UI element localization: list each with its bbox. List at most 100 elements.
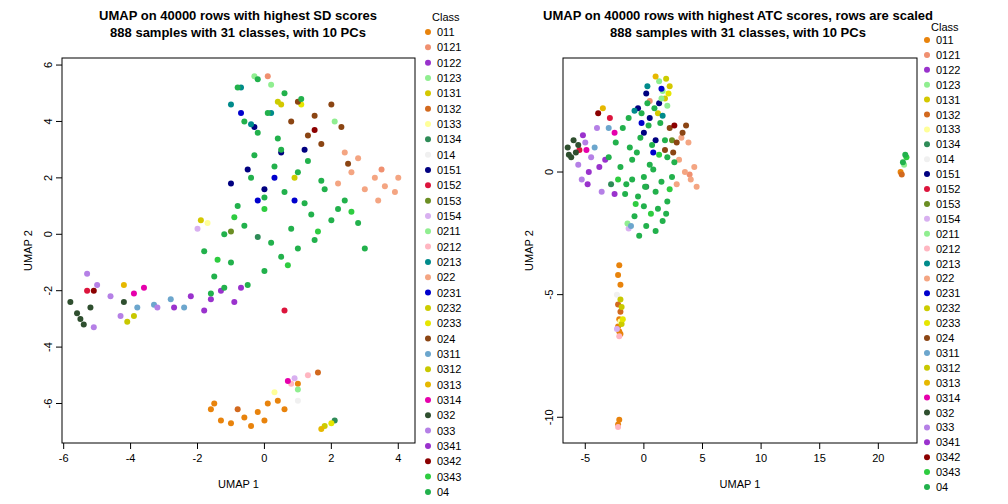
x-tick xyxy=(63,443,64,449)
legend-label: 032 xyxy=(936,407,954,419)
figure: UMAP on 40000 rows with highest SD score… xyxy=(0,0,1008,504)
point xyxy=(221,231,227,237)
point xyxy=(271,164,277,170)
legend-label: 0134 xyxy=(437,133,461,145)
point xyxy=(292,175,298,181)
x-tick-label: 5 xyxy=(699,452,705,464)
legend-marker xyxy=(425,136,431,142)
legend-marker xyxy=(924,156,930,162)
legend-label: 0133 xyxy=(437,118,461,130)
title: UMAP on 40000 rows with highest ATC scor… xyxy=(543,8,933,23)
point xyxy=(134,305,140,311)
point xyxy=(575,142,581,148)
point xyxy=(67,299,73,305)
legend-marker xyxy=(924,67,930,73)
legend-label: 04 xyxy=(437,486,449,498)
legend-marker xyxy=(924,171,930,177)
legend-label: 0231 xyxy=(936,287,960,299)
point xyxy=(644,100,650,106)
point xyxy=(278,254,284,260)
point xyxy=(658,95,664,101)
legend-label: 0233 xyxy=(936,317,960,329)
point xyxy=(660,113,666,119)
point xyxy=(658,86,664,92)
y-tick-label: -10 xyxy=(543,409,555,425)
point xyxy=(657,120,663,126)
legend-label: 0153 xyxy=(936,198,960,210)
legend-marker xyxy=(425,106,431,112)
point xyxy=(271,175,277,181)
point xyxy=(565,145,571,151)
legend-label: 0232 xyxy=(936,302,960,314)
point xyxy=(342,197,348,203)
point xyxy=(641,203,647,209)
legend-marker xyxy=(425,397,431,403)
point xyxy=(622,191,628,197)
x-tick-label: -4 xyxy=(126,452,136,464)
point xyxy=(305,133,311,139)
legend-marker xyxy=(924,424,930,430)
point xyxy=(629,157,635,163)
point xyxy=(235,406,241,412)
legend-marker xyxy=(425,366,431,372)
point xyxy=(315,228,321,234)
point xyxy=(626,115,632,121)
x-axis-label: UMAP 1 xyxy=(218,478,259,490)
point xyxy=(255,130,261,136)
point xyxy=(228,420,234,426)
legend-label: 0134 xyxy=(936,138,960,150)
point xyxy=(208,406,214,412)
point xyxy=(208,296,214,302)
point xyxy=(298,96,304,102)
point xyxy=(566,152,572,158)
point xyxy=(395,175,401,181)
point xyxy=(616,333,622,339)
y-tick xyxy=(56,347,62,348)
point xyxy=(305,158,311,164)
point xyxy=(261,186,267,192)
point xyxy=(348,169,354,175)
legend-marker xyxy=(425,474,431,480)
legend-marker xyxy=(425,44,431,50)
point xyxy=(355,155,361,161)
x-tick-label: 4 xyxy=(395,452,401,464)
y-tick-label: -4 xyxy=(42,342,54,352)
legend-marker xyxy=(924,469,930,475)
point xyxy=(651,105,657,111)
legend-marker xyxy=(425,244,431,250)
point xyxy=(295,169,301,175)
point xyxy=(670,149,676,155)
point xyxy=(633,201,639,207)
point xyxy=(667,186,673,192)
legend-label: 0232 xyxy=(437,302,461,314)
point xyxy=(650,167,656,173)
legend-label: 014 xyxy=(936,153,954,165)
point xyxy=(612,191,618,197)
point xyxy=(335,206,341,212)
legend-label: 0343 xyxy=(936,466,960,478)
point xyxy=(302,200,308,206)
legend-label: 0122 xyxy=(437,57,461,69)
point xyxy=(238,110,244,116)
point xyxy=(688,176,694,182)
legend-label: 0132 xyxy=(936,109,960,121)
legend-label: 011 xyxy=(437,26,455,38)
x-tick xyxy=(130,443,131,449)
point xyxy=(617,297,623,303)
point xyxy=(74,310,80,316)
point xyxy=(615,272,621,278)
x-axis-label: UMAP 1 xyxy=(720,478,761,490)
point xyxy=(623,181,629,187)
x-tick xyxy=(878,443,879,449)
point xyxy=(141,285,147,291)
legend-label: 0342 xyxy=(437,455,461,467)
point xyxy=(617,282,623,288)
point xyxy=(332,118,338,124)
legend-label: 0151 xyxy=(437,164,461,176)
x-tick-label: 0 xyxy=(261,452,267,464)
point xyxy=(328,217,334,223)
point xyxy=(121,282,127,288)
legend-marker xyxy=(924,141,930,147)
point xyxy=(588,154,594,160)
point xyxy=(235,85,241,91)
